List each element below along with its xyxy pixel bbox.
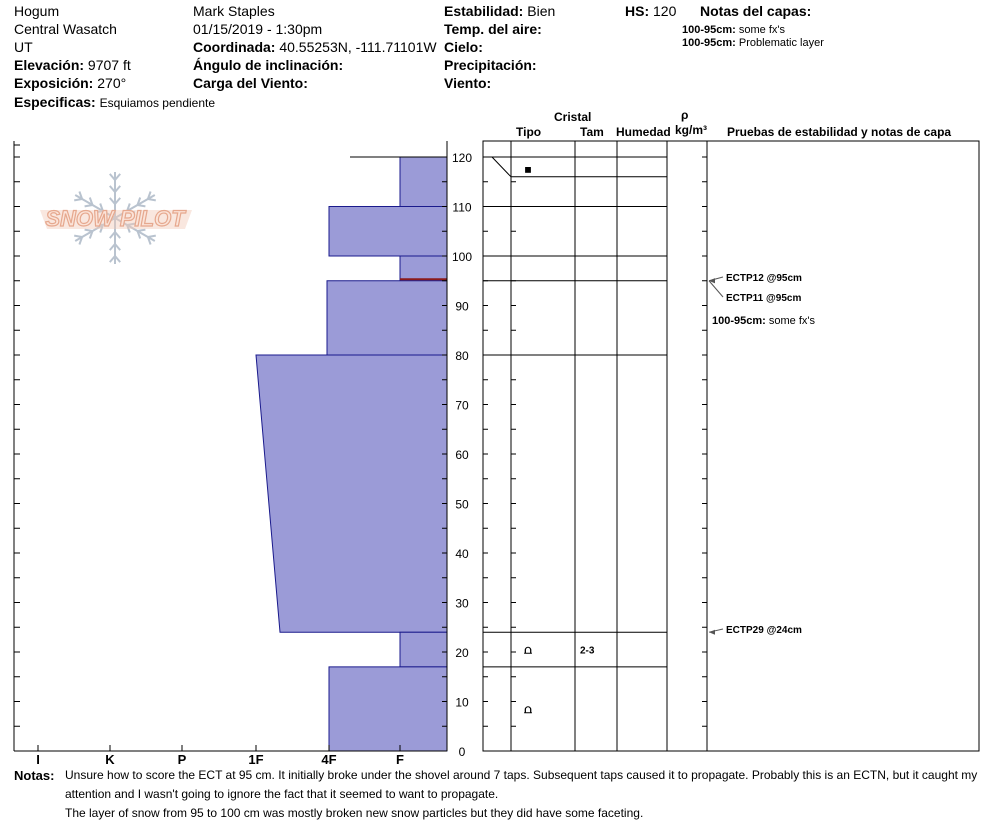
hardness-bar [399, 156, 448, 207]
hardness-tick-label: K [105, 752, 115, 767]
crystal-size: 2-3 [580, 646, 595, 657]
layer-note: 100-95cm: Problematic layer [682, 36, 824, 50]
height-tick-label: 80 [455, 349, 469, 363]
col-rho: ρ [681, 108, 689, 122]
height-tick-label: 70 [455, 399, 469, 413]
height-tick-label: 10 [455, 696, 469, 710]
layer-comment: 100-95cm: some fx's [712, 315, 815, 327]
sky-label: Cielo: [444, 39, 483, 55]
snowpilot-logo: SNOW PILOT [40, 172, 192, 264]
hardness-tick-label: P [178, 752, 187, 767]
wind-label: Viento: [444, 75, 492, 91]
col-cristal: Cristal [554, 110, 592, 124]
logo-banner [40, 210, 192, 229]
crystal-symbol: ⩍ [523, 702, 532, 716]
hardness-tick-label: 1F [248, 752, 263, 767]
coordinate-label: Coordinada: [193, 39, 276, 55]
hardness-bar [399, 255, 448, 282]
profile-table-frame [482, 140, 980, 752]
aspect-label: Exposición: [14, 75, 94, 91]
height-tick-label: 20 [455, 646, 469, 660]
specifics-value: Esquiamos pendiente [99, 96, 216, 110]
hardness-bar [328, 206, 448, 257]
height-tick-label: 50 [455, 498, 469, 512]
observer: Mark Staples [193, 3, 275, 19]
layer-notes-title: Notas del capas: [700, 3, 812, 19]
stability-value: Bien [527, 3, 556, 19]
col-density-unit: kg/m³ [675, 123, 708, 137]
hardness-bar [399, 631, 448, 668]
elevation-value: 9707 ft [87, 57, 131, 73]
hs-value: 120 [653, 3, 677, 19]
notes-line: attention and I wasn't going to ignore t… [65, 787, 499, 801]
hardness-bar [326, 280, 448, 356]
specifics-label: Especificas: [14, 94, 96, 110]
hs-label: HS: [625, 3, 650, 19]
stability-test-label: ECTP11 @95cm [726, 293, 801, 304]
notes-label: Notas: [14, 768, 55, 783]
height-tick-label: 100 [452, 250, 472, 264]
coordinate-row: Coordinada: 40.55253N, -111.71101W [193, 39, 437, 56]
crystal-symbol: ■ [524, 162, 531, 176]
stability-row: Estabilidad: Bien [444, 3, 555, 20]
specifics-row: Especificas: Esquiamos pendiente [14, 94, 215, 112]
state: UT [14, 39, 33, 55]
layer-note-text: Problematic layer [738, 37, 824, 49]
test-arrow-head [709, 278, 715, 284]
boundary-connector [491, 156, 512, 178]
col-tipo: Tipo [516, 125, 542, 139]
datetime: 01/15/2019 - 1:30pm [193, 21, 323, 37]
height-tick-label: 30 [455, 597, 469, 611]
col-humedad: Humedad [616, 125, 671, 139]
stability-test-label: ECTP29 @24cm [726, 625, 802, 636]
stability-label: Estabilidad: [444, 3, 524, 19]
snow-profile-chart: SNOW PILOT I K P 1F 4F F120110100908070605040… [13, 140, 980, 767]
elevation-row: Elevación: 9707 ft [14, 57, 131, 74]
wind-load-label: Carga del Viento: [193, 75, 308, 91]
notes-line: The layer of snow from 95 to 100 cm was … [65, 806, 644, 820]
elevation-label: Elevación: [14, 57, 85, 73]
aspect-value: 270° [97, 75, 127, 91]
height-tick-label: 110 [452, 201, 471, 215]
hardness-tick-label: I [36, 752, 40, 767]
notes-line: Unsure how to score the ECT at 95 cm. It… [65, 768, 978, 782]
hardness-bar [255, 354, 448, 633]
hardness-bar [328, 666, 448, 752]
slope-label: Ángulo de inclinación: [193, 57, 344, 73]
height-tick-label: 90 [455, 300, 469, 314]
height-tick-label: 60 [455, 448, 469, 462]
crystal-symbol: ⩍ [523, 643, 532, 657]
layer-note: 100-95cm: some fx's [682, 23, 785, 37]
hardness-tick-label: 4F [321, 752, 336, 767]
height-tick-label: 40 [455, 547, 469, 561]
logo-text: SNOW PILOT [45, 206, 186, 231]
stability-test-label: ECTP12 @95cm [726, 273, 802, 284]
test-arrow-line [708, 280, 724, 298]
col-tam: Tam [580, 125, 604, 139]
test-arrow-head [709, 629, 715, 635]
location: Hogum [14, 3, 60, 19]
snowflake-icon [74, 172, 156, 264]
air-temp-label: Temp. del aire: [444, 21, 542, 37]
coordinate-value: 40.55253N, -111.71101W [279, 39, 437, 55]
height-tick-label: 120 [452, 151, 472, 165]
mountain-range: Central Wasatch [14, 21, 117, 37]
layer-note-text: some fx's [738, 24, 786, 36]
hardness-tick-label: F [396, 752, 404, 767]
layer-note-range: 100-95cm: [682, 37, 736, 49]
layer-note-range: 100-95cm: [682, 24, 736, 36]
precip-label: Precipitación: [444, 57, 537, 73]
height-tick-label: 0 [459, 745, 466, 759]
aspect-row: Exposición: 270° [14, 75, 126, 92]
col-tests: Pruebas de estabilidad y notas de capa [727, 125, 952, 139]
hs-row: HS: 120 [625, 3, 676, 20]
